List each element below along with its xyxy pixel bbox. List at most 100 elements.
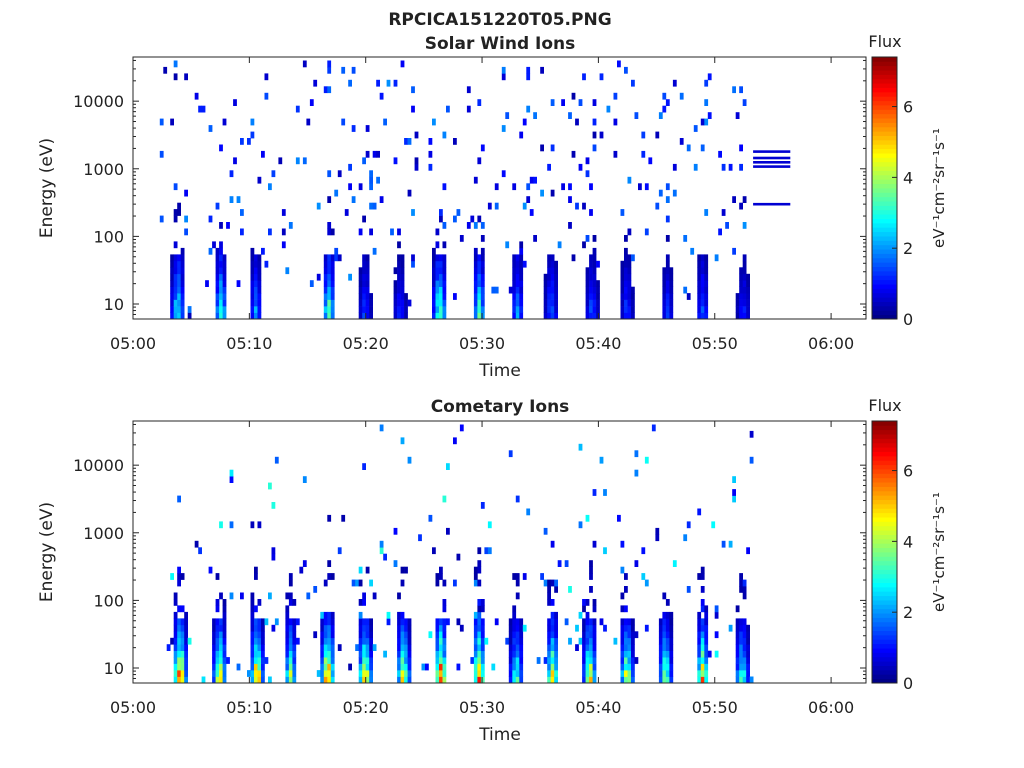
heatmap-cell: [240, 209, 244, 216]
heatmap-cell: [435, 299, 440, 307]
heatmap-cell: [508, 676, 513, 684]
heatmap-cell: [323, 86, 328, 94]
heatmap-cell: [397, 631, 401, 639]
heatmap-cell: [442, 222, 447, 229]
heatmap-cell: [362, 286, 366, 294]
heatmap-cell: [439, 644, 443, 651]
colorbar-step: [872, 486, 897, 492]
heatmap-cell: [400, 663, 405, 671]
heatmap-cell: [477, 618, 482, 626]
heatmap-cell: [515, 618, 520, 626]
heatmap-cell: [261, 631, 265, 639]
heatmap-cell: [658, 644, 663, 651]
heatmap-cell: [641, 150, 646, 158]
heatmap-cell: [330, 618, 335, 626]
heatmap-cell: [739, 663, 743, 671]
colorbar-step: [872, 139, 897, 145]
heatmap-cell: [261, 650, 265, 658]
heatmap-cell: [669, 663, 674, 671]
heatmap-cell: [327, 624, 332, 632]
heatmap-cell: [362, 280, 366, 287]
heatmap-cell: [494, 618, 499, 626]
heatmap-cell: [735, 624, 740, 632]
colorbar-frame: [871, 420, 898, 684]
heatmap-cell: [254, 631, 258, 639]
heatmap-cell: [369, 299, 373, 307]
colorbar-step: [872, 442, 897, 448]
heatmap-cell: [435, 657, 440, 664]
heatmap-cell: [219, 293, 223, 300]
heatmap-cell: [170, 299, 174, 307]
heatmap-cell: [386, 79, 391, 87]
heatmap-cell: [351, 125, 356, 132]
heatmap-cell: [170, 273, 174, 281]
heatmap-cell: [631, 663, 635, 671]
heatmap-cell: [655, 527, 660, 535]
heatmap-cell: [386, 618, 391, 626]
heatmap-cell: [665, 657, 670, 664]
heatmap-cell: [620, 260, 625, 268]
colorbar-step: [872, 499, 897, 505]
heatmap-cell: [261, 618, 265, 626]
heatmap-cell: [596, 260, 600, 268]
heatmap-cell: [585, 650, 590, 658]
colorbar-step: [872, 170, 897, 176]
heatmap-cell: [369, 293, 373, 300]
heatmap-cell: [435, 286, 440, 294]
heatmap-cell: [620, 650, 625, 658]
heatmap-cell: [697, 618, 702, 626]
colorbar-step: [872, 301, 897, 307]
heatmap-cell: [585, 663, 590, 671]
heatmap-cell: [477, 670, 482, 677]
heatmap-cell: [407, 631, 412, 639]
heatmap-cell: [435, 676, 440, 684]
heatmap-cell: [627, 676, 632, 684]
heatmap-cell: [624, 631, 628, 639]
heatmap-cell: [582, 624, 586, 632]
heatmap-cell: [473, 280, 478, 287]
heatmap-cell: [292, 663, 297, 671]
heatmap-cell: [487, 521, 492, 529]
heatmap-cell: [414, 157, 419, 165]
heatmap-cell: [515, 280, 520, 287]
heatmap-cell: [418, 534, 422, 542]
heatmap-cell: [512, 631, 517, 639]
heatmap-cell: [550, 644, 555, 651]
heatmap-cell: [522, 573, 527, 580]
heatmap-cell: [477, 657, 482, 664]
heatmap-cell: [365, 650, 370, 658]
heatmap-cell: [704, 312, 709, 320]
heatmap-cell: [592, 657, 597, 664]
heatmap-cell: [627, 267, 632, 275]
heatmap-cell: [662, 624, 667, 632]
heatmap-cell: [480, 280, 485, 287]
heatmap-cell: [662, 105, 667, 113]
heatmap-cell: [554, 579, 558, 587]
heatmap-cell: [512, 286, 517, 294]
heatmap-cell: [439, 566, 443, 574]
heatmap-cell: [582, 637, 586, 645]
heatmap-cell: [519, 637, 524, 645]
heatmap-cell: [540, 573, 544, 580]
heatmap-cell: [254, 260, 258, 268]
heatmap-cell: [215, 676, 220, 684]
heatmap-cell: [697, 676, 702, 684]
heatmap-cell: [397, 286, 401, 294]
heatmap-cell: [512, 312, 517, 320]
heatmap-cell: [512, 618, 517, 626]
heatmap-cell: [662, 611, 667, 619]
heatmap-cell: [662, 637, 667, 645]
heatmap-cell: [732, 489, 736, 496]
heatmap-cell: [404, 624, 408, 632]
heatmap-cell: [365, 663, 370, 671]
colorbar-step: [872, 174, 897, 180]
heatmap-cell: [554, 267, 558, 275]
heatmap-cell: [250, 637, 255, 645]
heatmap-cell: [177, 209, 181, 216]
heatmap-cell: [704, 99, 709, 106]
heatmap-cell: [219, 670, 223, 677]
heatmap-cell: [323, 299, 328, 307]
heatmap-cell: [582, 650, 586, 658]
heatmap-cell: [173, 592, 178, 600]
heatmap-cell: [512, 306, 517, 313]
